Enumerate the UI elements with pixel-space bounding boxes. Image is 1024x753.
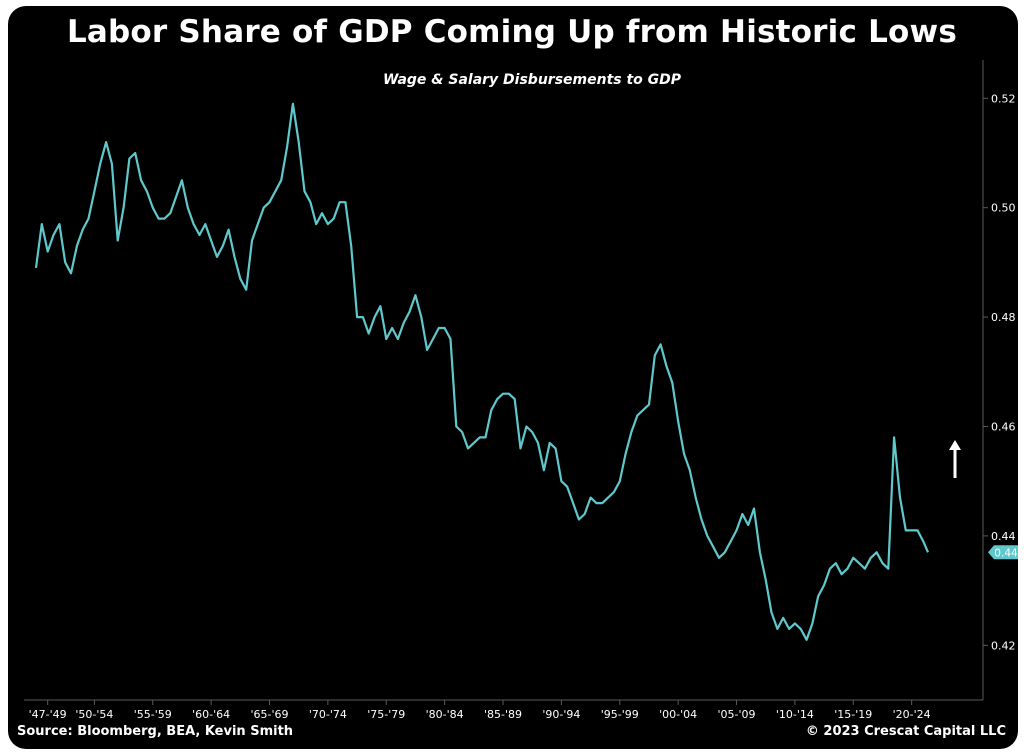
x-tick-label: '80-'84 xyxy=(426,708,464,721)
x-tick-label: '15-'19 xyxy=(834,708,872,721)
last-value-label: 0.44 xyxy=(994,547,1018,559)
x-tick-label: '85-'89 xyxy=(484,708,522,721)
x-axis-ticks: '47-'49 '50-'54 '55-'59 '60-'64 '65-'69 '70-'… xyxy=(29,700,931,721)
y-tick-label: 0.42 xyxy=(991,639,1016,652)
source-note: Source: Bloomberg, BEA, Kevin Smith xyxy=(17,724,294,739)
y-tick-label: 0.46 xyxy=(991,420,1016,433)
last-value-badge-shape xyxy=(988,545,1018,560)
x-tick-label: '05-'09 xyxy=(718,708,756,721)
y-tick-label: 0.50 xyxy=(991,202,1016,215)
y-axis-ticks: 0.52 0.50 0.48 0.46 0.44 0.42 xyxy=(983,92,1016,652)
arrow-head xyxy=(949,440,961,450)
x-tick-label: '70-'74 xyxy=(309,708,347,721)
x-tick-label: '20-'24 xyxy=(893,708,931,721)
x-tick-label: '65-'69 xyxy=(250,708,288,721)
up-arrow-annotation xyxy=(949,440,961,478)
last-value-badge: 0.44 xyxy=(988,545,1018,560)
x-tick-label: '55-'59 xyxy=(134,708,172,721)
x-tick-label: '90-'94 xyxy=(542,708,580,721)
y-tick-label: 0.44 xyxy=(991,530,1016,543)
y-tick-label: 0.48 xyxy=(991,311,1016,324)
x-tick-label: '95-'99 xyxy=(601,708,639,721)
x-tick-label: '00-'04 xyxy=(659,708,697,721)
x-tick-label: '60-'64 xyxy=(192,708,230,721)
x-tick-label: '50-'54 xyxy=(75,708,113,721)
chart-frame xyxy=(8,6,1018,749)
series-line xyxy=(34,102,930,641)
x-tick-label: '10-'14 xyxy=(776,708,814,721)
y-tick-label: 0.52 xyxy=(991,92,1016,105)
x-tick-label: '75-'79 xyxy=(367,708,405,721)
chart-subtitle: Wage & Salary Disbursements to GDP xyxy=(382,72,682,88)
axes xyxy=(24,60,984,701)
chart-title: Labor Share of GDP Coming Up from Histor… xyxy=(66,14,958,50)
x-tick-label: '47-'49 xyxy=(29,708,67,721)
copyright-note: © 2023 Crescat Capital LLC xyxy=(805,724,1006,739)
